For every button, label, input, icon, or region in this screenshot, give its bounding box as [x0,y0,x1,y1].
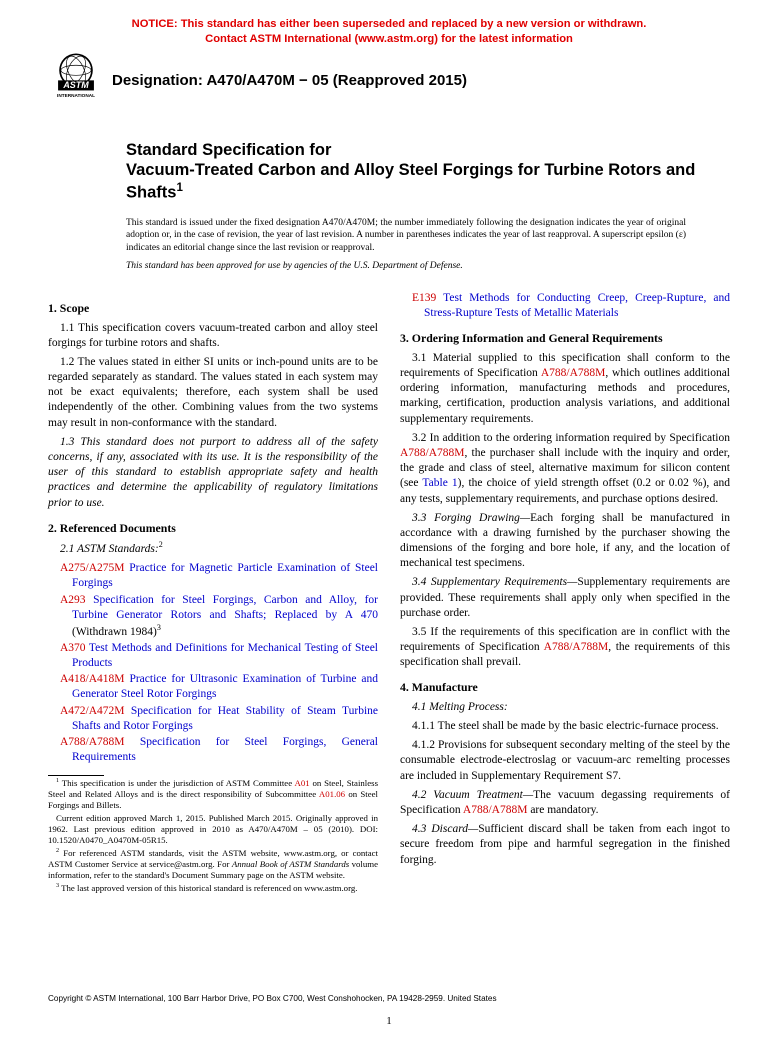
footnote-3: 3 The last approved version of this hist… [48,883,378,894]
ref-item[interactable]: A370 Test Methods and Definitions for Me… [60,641,378,671]
ordering-3-5: 3.5 If the requirements of this specific… [400,625,730,671]
right-column: E139 Test Methods for Conducting Creep, … [400,291,730,896]
ref-item[interactable]: E139 Test Methods for Conducting Creep, … [412,291,730,321]
issued-note: This standard is issued under the fixed … [126,217,686,255]
footnote-rule [48,775,104,776]
manufacture-4-1: 4.1 Melting Process: [400,700,730,715]
manufacture-4-2: 4.2 Vacuum Treatment—The vacuum degassin… [400,788,730,818]
ref-item[interactable]: A788/A788M Specification for Steel Forgi… [60,735,378,765]
manufacture-4-1-2: 4.1.2 Provisions for subsequent secondar… [400,738,730,784]
manufacture-heading: 4. Manufacture [400,680,730,696]
ref-list-right: E139 Test Methods for Conducting Creep, … [412,291,730,321]
header-row: ASTM INTERNATIONAL Designation: A470/A47… [48,49,730,105]
body-columns: 1. Scope 1.1 This specification covers v… [48,291,730,896]
footnote-1b: Current edition approved March 1, 2015. … [48,813,378,846]
notice-line-1: NOTICE: This standard has either been su… [48,18,730,31]
designation: Designation: A470/A470M − 05 (Reapproved… [112,72,467,89]
ordering-3-3: 3.3 Forging Drawing—Each forging shall b… [400,511,730,572]
copyright: Copyright © ASTM International, 100 Barr… [48,994,497,1003]
ordering-heading: 3. Ordering Information and General Requ… [400,331,730,347]
page-number: 1 [0,1015,778,1027]
ref-item[interactable]: A472/A472M Specification for Heat Stabil… [60,704,378,734]
title-line-1: Standard Specification for [126,141,730,160]
ref-item[interactable]: A418/A418M Practice for Ultrasonic Exami… [60,672,378,702]
notice-line-2: Contact ASTM International (www.astm.org… [48,33,730,46]
footnote-2: 2 For referenced ASTM standards, visit t… [48,848,378,881]
ref-item[interactable]: A275/A275M Practice for Magnetic Particl… [60,561,378,591]
manufacture-4-1-1: 4.1.1 The steel shall be made by the bas… [400,719,730,734]
manufacture-4-3: 4.3 Discard—Sufficient discard shall be … [400,822,730,868]
scope-1-3: 1.3 This standard does not purport to ad… [48,435,378,511]
refdocs-intro: 2.1 ASTM Standards:2 [48,540,378,557]
scope-1-1: 1.1 This specification covers vacuum-tre… [48,321,378,351]
refdocs-heading: 2. Referenced Documents [48,521,378,537]
logo-subtext: INTERNATIONAL [57,93,95,98]
left-column: 1. Scope 1.1 This specification covers v… [48,291,378,896]
astm-logo: ASTM INTERNATIONAL [48,49,104,105]
scope-heading: 1. Scope [48,301,378,317]
ref-item[interactable]: A293 Specification for Steel Forgings, C… [60,593,378,640]
page: NOTICE: This standard has either been su… [0,0,778,896]
ordering-3-4: 3.4 Supplementary Requirements—Supplemen… [400,575,730,621]
approved-note: This standard has been approved for use … [126,261,730,271]
footnote-1: 1 This specification is under the jurisd… [48,778,378,811]
title-block: Standard Specification for Vacuum-Treate… [126,141,730,203]
ordering-3-2: 3.2 In addition to the ordering informat… [400,431,730,507]
ref-list: A275/A275M Practice for Magnetic Particl… [60,561,378,765]
ordering-3-1: 3.1 Material supplied to this specificat… [400,351,730,427]
svg-text:ASTM: ASTM [62,80,89,90]
scope-1-2: 1.2 The values stated in either SI units… [48,355,378,431]
title-line-2: Vacuum-Treated Carbon and Alloy Steel Fo… [126,160,730,203]
